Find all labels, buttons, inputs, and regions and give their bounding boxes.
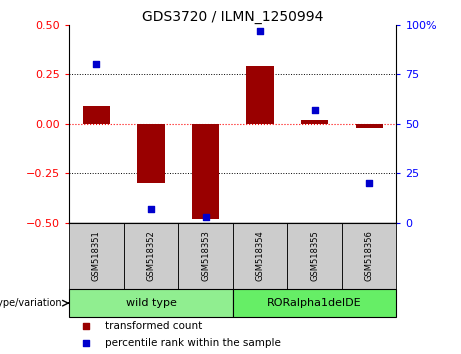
Bar bbox=[287, 223, 342, 289]
Bar bbox=[192, 124, 219, 219]
Text: percentile rank within the sample: percentile rank within the sample bbox=[105, 338, 281, 348]
Text: transformed count: transformed count bbox=[105, 321, 202, 331]
Text: GSM518354: GSM518354 bbox=[255, 230, 265, 281]
Bar bbox=[124, 223, 178, 289]
Bar bbox=[69, 223, 124, 289]
Bar bbox=[83, 106, 110, 124]
Point bbox=[256, 28, 264, 34]
Bar bbox=[69, 289, 233, 318]
Bar bbox=[355, 124, 383, 128]
Bar bbox=[233, 289, 396, 318]
Text: genotype/variation: genotype/variation bbox=[0, 298, 63, 308]
Title: GDS3720 / ILMN_1250994: GDS3720 / ILMN_1250994 bbox=[142, 10, 324, 24]
Bar bbox=[178, 223, 233, 289]
Point bbox=[202, 214, 209, 220]
Point bbox=[93, 62, 100, 67]
Text: GSM518352: GSM518352 bbox=[147, 230, 155, 281]
Text: RORalpha1delDE: RORalpha1delDE bbox=[267, 298, 362, 308]
Text: wild type: wild type bbox=[125, 298, 177, 308]
Point bbox=[82, 323, 89, 329]
Point bbox=[366, 181, 373, 186]
Text: GSM518355: GSM518355 bbox=[310, 230, 319, 281]
Point bbox=[82, 340, 89, 346]
Point bbox=[311, 107, 318, 113]
Bar bbox=[301, 120, 328, 124]
Bar bbox=[247, 66, 274, 124]
Text: GSM518353: GSM518353 bbox=[201, 230, 210, 281]
Text: GSM518356: GSM518356 bbox=[365, 230, 374, 281]
Bar bbox=[342, 223, 396, 289]
Text: GSM518351: GSM518351 bbox=[92, 230, 101, 281]
Bar bbox=[137, 124, 165, 183]
Bar bbox=[233, 223, 287, 289]
Point bbox=[148, 206, 155, 212]
